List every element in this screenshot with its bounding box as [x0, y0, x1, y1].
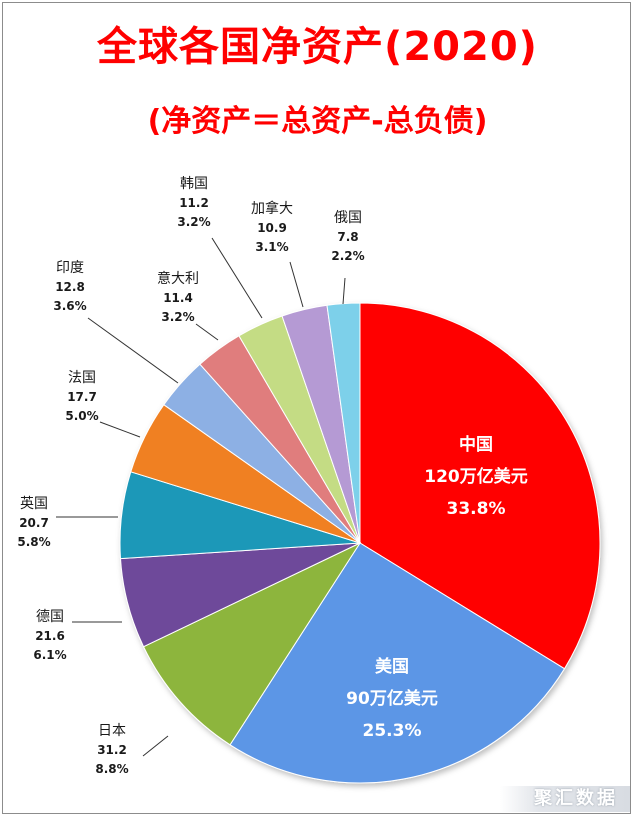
watermark: 聚汇数据	[500, 786, 630, 812]
slice-label-name: 韩国	[180, 176, 208, 192]
slice-label-name: 印度	[56, 260, 84, 276]
slice-label-name: 德国	[36, 609, 64, 625]
slice-label-value_text: 120万亿美元	[424, 466, 528, 487]
chart-title: 全球各国净资产(2020)	[97, 24, 538, 70]
slice-label-percent_text: 33.8%	[447, 499, 506, 519]
leader-line	[142, 735, 169, 757]
slice-label-name: 法国	[68, 370, 96, 386]
slice-label-value_text: 11.4	[163, 291, 193, 305]
slice-label-value_text: 90万亿美元	[346, 688, 438, 709]
slice-label-value_text: 21.6	[35, 629, 65, 643]
slice-label-percent_text: 3.1%	[255, 240, 288, 254]
slice-label-name: 俄国	[334, 210, 362, 226]
pie-slices	[119, 302, 601, 784]
slice-label-percent_text: 5.8%	[17, 535, 50, 549]
slice-label-value_text: 7.8	[337, 230, 358, 244]
leader-line	[342, 277, 346, 305]
pie-slice-1	[229, 542, 566, 784]
slice-label-value_text: 31.2	[97, 743, 127, 757]
slice-label-name: 意大利	[157, 270, 199, 287]
slice-label-name: 加拿大	[251, 200, 293, 217]
slice-label-value_text: 11.2	[179, 196, 209, 210]
slice-label-percent_text: 6.1%	[33, 648, 66, 662]
slice-label-name: 日本	[98, 723, 126, 739]
slice-label-value_text: 17.7	[67, 390, 97, 404]
leader-line	[211, 237, 263, 319]
slice-label-percent_text: 3.2%	[177, 215, 210, 229]
pie-slice-0	[359, 302, 601, 670]
pie-slice-2	[142, 541, 362, 746]
slice-label-percent_text: 3.6%	[53, 299, 86, 313]
slice-label-percent_text: 3.2%	[161, 310, 194, 324]
leader-line	[195, 323, 219, 341]
slice-label-name: 中国	[459, 434, 493, 455]
slice-label-percent_text: 25.3%	[363, 721, 422, 741]
slice-label-percent_text: 5.0%	[65, 409, 98, 423]
slice-label-name: 英国	[20, 495, 48, 512]
slice-label-value_text: 20.7	[19, 516, 49, 530]
slice-label-value_text: 12.8	[55, 280, 85, 294]
chart-subtitle: (净资产＝总资产-总负债)	[147, 104, 488, 139]
slice-label-percent_text: 8.8%	[95, 762, 128, 776]
leader-line	[99, 421, 141, 438]
leader-line	[87, 317, 179, 384]
slice-label-percent_text: 2.2%	[331, 249, 364, 263]
slice-label-value_text: 10.9	[257, 221, 287, 235]
slice-label-name: 美国	[375, 656, 409, 677]
leader-line	[289, 261, 304, 308]
